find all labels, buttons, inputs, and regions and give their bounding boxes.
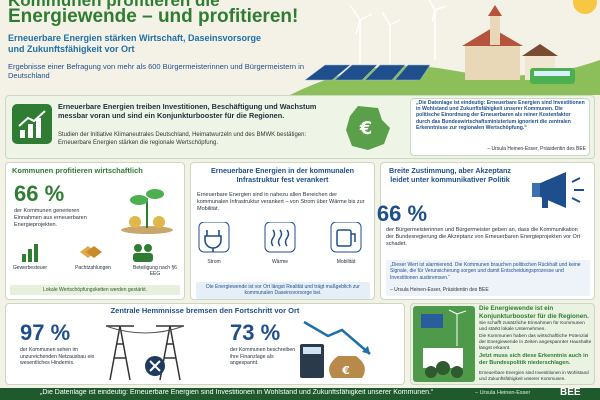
- infrastructure-text: Erneuerbare Energien sind in nahezu alle…: [197, 192, 365, 212]
- intro-headline: Erneuerbare Energien treiben Investition…: [58, 102, 317, 121]
- wind-turbines: [349, 0, 447, 70]
- acceptance-stat: 66 %: [376, 201, 428, 226]
- economy-item: Pachtzahlungen: [75, 265, 111, 271]
- economy-footer: Lokale Wertschöpfungsketten werden gestä…: [10, 285, 180, 296]
- intro-text: Studien der Initiative Klimaneutrales De…: [58, 132, 307, 146]
- finance-icon: €: [300, 320, 371, 378]
- footer-logo: BEE: [560, 387, 581, 398]
- survey-note: Ergebnisse einer Befragung von mehr als …: [8, 62, 304, 81]
- infrastructure-footer: Die Energiewende ist vor Ort längst Real…: [196, 282, 370, 299]
- acceptance-quote-box: [386, 260, 590, 296]
- conclusion-title: Die Energiewende ist ein Konjunkturboost…: [479, 305, 589, 320]
- infrastructure-item: Wärme: [271, 259, 289, 265]
- plant-icon: [121, 189, 173, 234]
- acceptance-quote-author: – Ursula Heinen-Esser, Präsidentin des B…: [390, 287, 489, 293]
- acceptance-stat-text: der Bürgermeisterinnen und Bürgermeister…: [386, 227, 581, 247]
- euro-map-icon: €: [346, 106, 390, 150]
- intro-quote: „Die Datenlage ist eindeutig: Erneuerbar…: [416, 100, 585, 131]
- barrier-stat-text: der Kommunen sehen im unzureichenden Net…: [20, 347, 95, 366]
- svg-text:€: €: [341, 364, 350, 377]
- economy-stat: 66 %: [14, 181, 65, 206]
- title: Energiewende – und profitieren!: [8, 6, 299, 27]
- intro-quote-box: [410, 98, 590, 156]
- economy-stat-text: der Kommunen generieren Einnahmen aus er…: [14, 208, 87, 228]
- conclusion-illustration: [413, 306, 475, 382]
- growth-icon: [12, 104, 52, 144]
- economy-item: Beteiligung nach §6 EEG: [133, 265, 177, 278]
- infrastructure-title: Erneuerbare Energien in der kommunalen I…: [211, 166, 354, 184]
- svg-text:€: €: [359, 118, 373, 139]
- solar-panels: [304, 64, 431, 81]
- conclusion-line: Die Kommunen haben das wirtschaftliche P…: [479, 334, 592, 351]
- barrier-stat: 73 %: [230, 320, 281, 345]
- intro-quote-author: – Ursula Heinen-Esser, Präsidentin des B…: [487, 146, 586, 152]
- conclusion-line: Sie schafft zusätzliche Einnahmen für Ko…: [479, 321, 585, 332]
- barriers-title: Zentrale Hemmnisse bremsen den Fortschri…: [110, 306, 300, 315]
- subtitle: Erneuerbare Energien stärken Wirtschaft,…: [8, 33, 262, 54]
- economy-title: Kommunen profitieren wirtschaftlich: [12, 166, 143, 175]
- power-grid-icon: [105, 325, 185, 381]
- footer-bar: [0, 388, 600, 400]
- barrier-stat: 97 %: [20, 320, 71, 345]
- sun: [573, 0, 597, 14]
- conclusion-closing: Erneuerbare Energien sind Investitionen …: [479, 370, 589, 381]
- infrastructure-item: Strom: [207, 259, 221, 265]
- barrier-stat-text: der Kommunen beschreiben ihre Finanzlage…: [230, 347, 296, 366]
- footer-quote: „Die Datenlage ist eindeutig: Erneuerbar…: [40, 389, 434, 396]
- megaphone-icon: [532, 172, 584, 208]
- infrastructure-item: Mobilität: [336, 259, 356, 265]
- economy-icons: [22, 244, 153, 262]
- acceptance-quote: „Dieser Wert ist alarmierend. Die Kommun…: [390, 262, 581, 281]
- infrastructure-icons: [198, 222, 362, 253]
- town: [462, 5, 575, 84]
- title-top: Kommunen profitieren die: [8, 0, 220, 10]
- economy-item: Gewerbesteuer: [12, 265, 48, 271]
- header-illustration: [290, 0, 600, 95]
- conclusion-highlight: Jetzt muss sich diese Erkenntnis auch in…: [479, 353, 589, 366]
- acceptance-title: Breite Zustimmung, aber Akzeptanz leidet…: [389, 166, 511, 184]
- footer-author: – Ursula Heinen-Esser: [475, 390, 531, 396]
- hill: [290, 60, 600, 95]
